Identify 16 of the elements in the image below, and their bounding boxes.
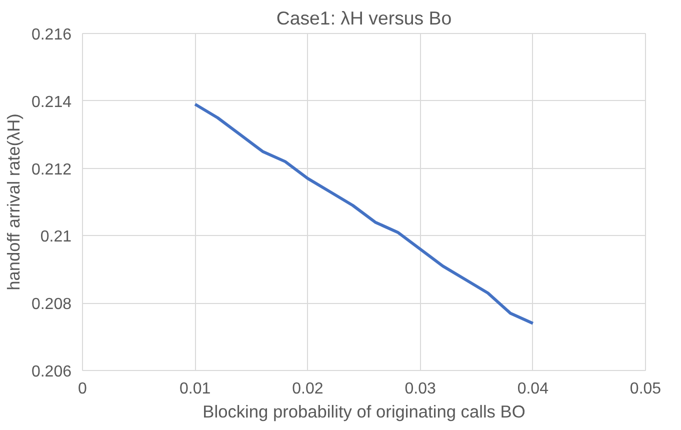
x-tick-label: 0.03 (404, 380, 436, 398)
x-tick-label: 0 (78, 380, 88, 398)
x-tick-label: 0.01 (180, 380, 211, 398)
y-tick-label: 0.212 (31, 161, 72, 178)
y-tick-label: 0.208 (31, 296, 72, 314)
line-series (194, 102, 534, 325)
x-tick-label: 0.02 (292, 380, 324, 398)
y-tick-label: 0.214 (31, 94, 72, 111)
x-axis-title: Blocking probability of originating calls BO (202, 402, 526, 422)
y-tick-label: 0.206 (31, 364, 72, 380)
chart-title: Case1: λH versus Bo (276, 8, 452, 28)
y-axis-title: handoff arrival rate(λH) (3, 114, 24, 290)
x-tick-label: 0.04 (517, 380, 549, 398)
y-tick-label: 0.21 (40, 228, 72, 246)
y-tick-label: 0.216 (31, 26, 72, 44)
x-tick-label: 0.05 (630, 380, 662, 398)
